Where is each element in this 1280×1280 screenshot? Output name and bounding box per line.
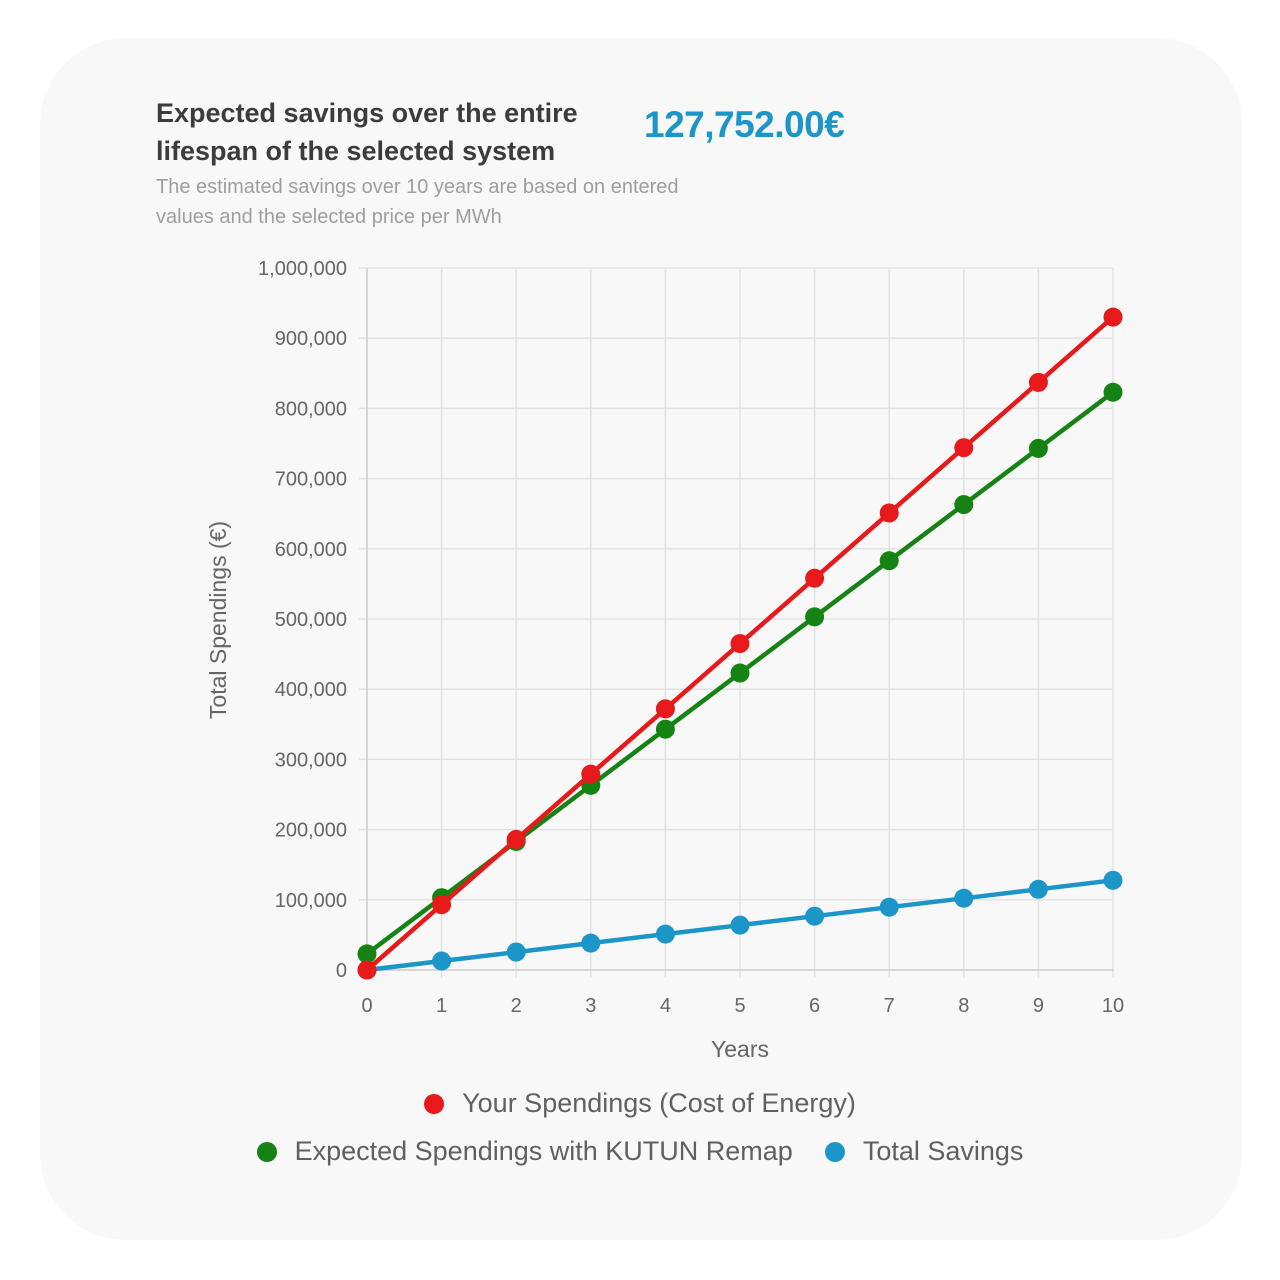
- y-tick-label: 700,000: [275, 469, 347, 491]
- data-point[interactable]: [506, 942, 526, 962]
- data-point[interactable]: [1103, 382, 1123, 402]
- data-point[interactable]: [954, 495, 974, 515]
- y-tick-label: 400,000: [275, 679, 347, 701]
- legend-row-2: Expected Spendings with KUTUN Remap Tota…: [0, 1136, 1280, 1167]
- x-tick-label: 4: [660, 995, 671, 1017]
- legend-label: Total Savings: [862, 1136, 1024, 1166]
- x-tick-label: 5: [734, 995, 745, 1017]
- data-point[interactable]: [805, 607, 825, 627]
- legend-row-1: Your Spendings (Cost of Energy): [0, 1088, 1280, 1119]
- x-tick-label: 6: [809, 995, 820, 1017]
- x-tick-label: 2: [511, 995, 522, 1017]
- y-tick-label: 0: [336, 960, 347, 982]
- total-savings-amount: 127,752.00€: [644, 104, 845, 145]
- y-tick-label: 600,000: [275, 539, 347, 561]
- y-axis-label: Total Spendings (€): [205, 521, 231, 719]
- legend-item-your-spendings[interactable]: Your Spendings (Cost of Energy): [424, 1088, 856, 1119]
- legend-label: Your Spendings (Cost of Energy): [462, 1088, 856, 1118]
- y-tick-label: 300,000: [275, 749, 347, 771]
- x-tick-label: 3: [585, 995, 596, 1017]
- x-tick-label: 1: [436, 995, 447, 1017]
- y-tick-label: 900,000: [275, 328, 347, 350]
- legend-dot-icon: [424, 1093, 445, 1114]
- data-point[interactable]: [1028, 879, 1048, 899]
- legend-item-kutun-spendings[interactable]: Expected Spendings with KUTUN Remap: [256, 1136, 793, 1167]
- data-point[interactable]: [1103, 307, 1123, 327]
- data-point[interactable]: [730, 634, 750, 654]
- data-point[interactable]: [655, 699, 675, 719]
- data-point[interactable]: [357, 944, 377, 964]
- series-0: [357, 307, 1123, 980]
- data-point[interactable]: [879, 551, 899, 571]
- data-point[interactable]: [655, 924, 675, 944]
- y-tick-label: 200,000: [275, 820, 347, 842]
- data-point[interactable]: [432, 951, 452, 971]
- x-tick-label: 0: [361, 995, 372, 1017]
- series-layer: [357, 307, 1123, 980]
- y-tick-label: 1,000,000: [258, 258, 347, 280]
- x-axis-label: Years: [711, 1036, 769, 1062]
- legend-dot-icon: [256, 1141, 277, 1162]
- data-point[interactable]: [506, 829, 526, 849]
- data-point[interactable]: [1028, 438, 1048, 458]
- legend-dot-icon: [824, 1141, 845, 1162]
- data-point[interactable]: [1028, 372, 1048, 392]
- data-point[interactable]: [805, 906, 825, 926]
- data-point[interactable]: [954, 438, 974, 458]
- data-point[interactable]: [1103, 870, 1123, 890]
- chart-subtitle: The estimated savings over 10 years are …: [156, 176, 679, 228]
- x-tick-label: 9: [1033, 995, 1044, 1017]
- y-tick-label: 800,000: [275, 398, 347, 420]
- data-point[interactable]: [879, 503, 899, 523]
- data-point[interactable]: [879, 897, 899, 917]
- x-tick-label: 8: [958, 995, 969, 1017]
- data-point[interactable]: [730, 915, 750, 935]
- data-point[interactable]: [730, 663, 750, 683]
- data-point[interactable]: [581, 933, 601, 953]
- chart-card: [40, 38, 1242, 1240]
- y-axis-ticks: 0 100,000 200,000 300,000 400,000 500,000 600,…: [258, 258, 347, 982]
- data-point[interactable]: [655, 719, 675, 739]
- data-point[interactable]: [805, 568, 825, 588]
- y-tick-label: 500,000: [275, 609, 347, 631]
- chart-grid: [359, 267, 1114, 978]
- chart-title: Expected savings over the entire lifespa…: [156, 98, 578, 166]
- legend-item-total-savings[interactable]: Total Savings: [824, 1136, 1024, 1167]
- x-tick-label: 10: [1102, 995, 1124, 1017]
- x-axis-ticks: 0 1 2 3 4 5 6 7 8 9 10: [361, 995, 1124, 1017]
- data-point[interactable]: [357, 960, 377, 980]
- x-tick-label: 7: [884, 995, 895, 1017]
- legend-label: Expected Spendings with KUTUN Remap: [294, 1136, 793, 1166]
- y-tick-label: 100,000: [275, 890, 347, 912]
- data-point[interactable]: [432, 895, 452, 915]
- data-point[interactable]: [954, 888, 974, 908]
- data-point[interactable]: [581, 764, 601, 784]
- series-2: [357, 870, 1123, 980]
